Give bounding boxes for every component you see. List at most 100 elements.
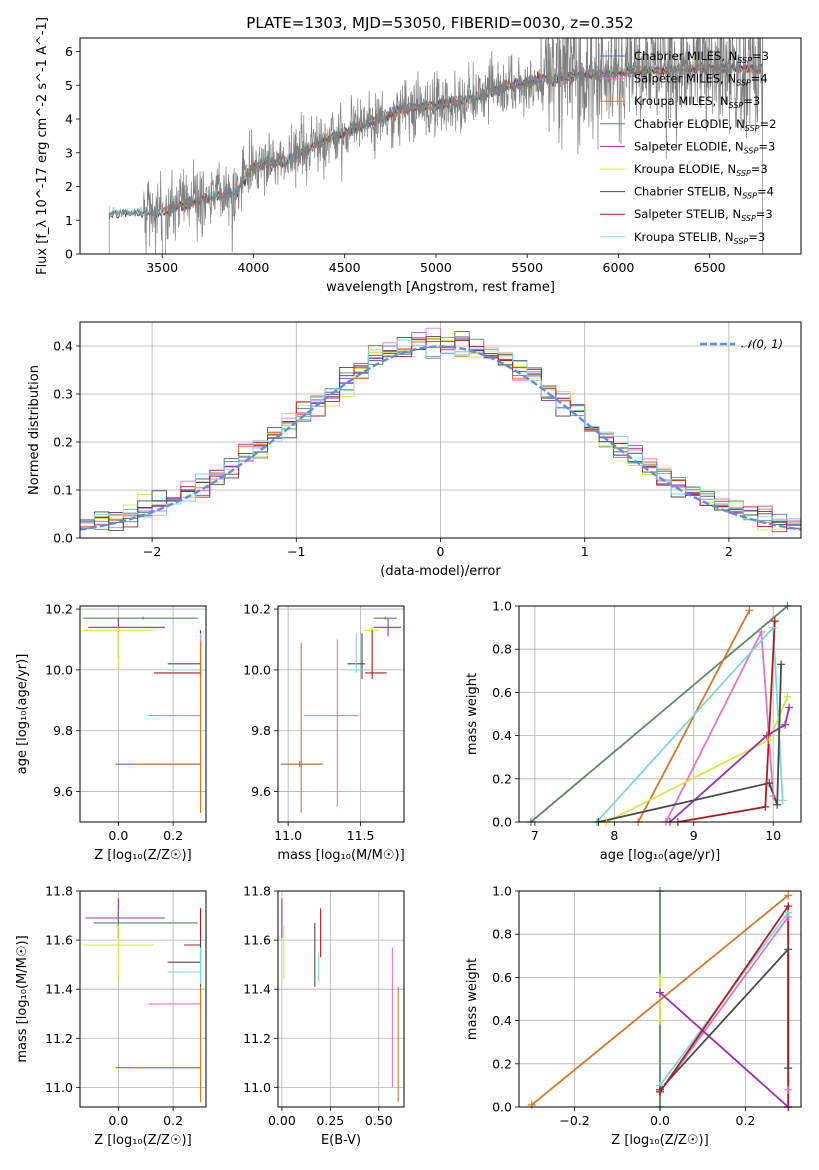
- legend-label-text: Salpeter STELIB, N: [634, 207, 741, 221]
- legend-label: Kroupa MILES, NSSP=3: [634, 94, 760, 110]
- y-tick-label: 1: [65, 213, 73, 228]
- weight-line-salpeter-stelib: [677, 621, 776, 822]
- y-tick-label: 11.8: [243, 884, 271, 899]
- x-axis-label: Z [log₁₀(Z/Z☉)]: [94, 848, 191, 863]
- y-tick-label: 0.8: [492, 927, 512, 942]
- y-tick-label: 11.2: [243, 1031, 271, 1046]
- y-tick-label: 0.4: [53, 339, 73, 354]
- weight-line-salpeter-stelib: [659, 903, 790, 1107]
- weight-marker: [784, 1085, 793, 1094]
- legend-label: Kroupa STELIB, NSSP=3: [634, 230, 765, 246]
- y-tick-label: 9.8: [53, 723, 73, 738]
- y-tick-label: 0.0: [492, 1100, 512, 1115]
- spectrum-panel: 3500 4000 4500 5000 5500 6000 6500 0 1 2 3 4 5 6 wavel…: [35, 17, 802, 295]
- axes-frame: [79, 37, 802, 255]
- y-tick-label: 11.2: [45, 1031, 73, 1046]
- weight-marker: [656, 1016, 664, 1025]
- x-axis-label: wavelength [Angstrom, rest frame]: [326, 280, 555, 295]
- errorbar-point: [167, 947, 202, 985]
- plot-area: [531, 891, 790, 1107]
- weight-marker: [781, 720, 790, 729]
- plot-area: [108, 38, 764, 254]
- weight-marker: [785, 703, 794, 712]
- x-tick-label: −0.2: [559, 1113, 589, 1128]
- y-tick-label: 0: [65, 247, 73, 262]
- age-metallicity-panel: 0.0 0.2 9.6 9.8 10.0 10.2 Z [log₁₀(Z/Z☉)] age […: [15, 602, 207, 863]
- weight-line-chabrier-stelib: [659, 946, 790, 1091]
- legend-label-value: =3: [743, 94, 760, 108]
- x-tick-label: −1: [287, 544, 305, 559]
- axes-frame: [79, 890, 207, 1108]
- legend-label: 𝒩(0, 1): [741, 337, 783, 351]
- axes-frame: [277, 890, 405, 1108]
- x-tick-label: 0.00: [268, 1113, 296, 1128]
- y-tick-label: 0.8: [492, 642, 512, 657]
- y-tick-label: 1.0: [492, 884, 512, 899]
- legend-label-text: Chabrier ELODIE, N: [634, 117, 745, 131]
- x-tick-label: 0.25: [316, 1113, 344, 1128]
- legend-label-text: Chabrier STELIB, N: [634, 185, 742, 199]
- legend-label-sub: SSP: [742, 192, 757, 201]
- errorbar-point: [93, 910, 198, 938]
- x-tick-label: 3500: [146, 260, 178, 275]
- y-tick-label: 0.4: [492, 1013, 512, 1028]
- x-tick-label: 0.0: [108, 828, 128, 843]
- y-tick-label: 11.0: [243, 1080, 271, 1095]
- errorbar-point: [167, 633, 202, 680]
- errorbar-point: [364, 630, 387, 680]
- weight-marker: [656, 973, 664, 982]
- x-tick-label: 6000: [603, 260, 635, 275]
- legend-label-text: Chabrier MILES, N: [634, 49, 737, 63]
- errorbar-point: [132, 986, 202, 1103]
- weight-marker: [757, 627, 766, 636]
- weight-marker: [778, 796, 787, 805]
- weight-marker: [784, 945, 793, 954]
- errorbar-point: [82, 616, 198, 620]
- legend-label: Chabrier STELIB, NSSP=4: [634, 185, 774, 201]
- mass-metallicity-panel: 0.0 0.2 11.0 11.2 11.4 11.6 11.8 Z [log₁₀(Z/Z☉)…: [15, 884, 207, 1148]
- errorbar-point: [348, 633, 371, 673]
- y-tick-label: 0.1: [53, 483, 73, 498]
- legend-label-text: Kroupa STELIB, N: [634, 230, 734, 244]
- weight-marker: [745, 606, 754, 615]
- weight-marker: [656, 988, 664, 997]
- y-tick-label: 5: [65, 78, 73, 93]
- y-tick-label: 0.2: [53, 435, 73, 450]
- weight-age-panel: 7 8 9 10 0.0 0.2 0.4 0.6 0.8 1.0 age [log₁₀(age/yr…: [465, 599, 802, 863]
- y-tick-label: 2: [65, 179, 73, 194]
- weight-line-salpeter-elodie: [659, 991, 789, 1107]
- legend-label-value: =4: [751, 72, 768, 86]
- errorbar-point: [148, 639, 202, 807]
- weight-marker: [777, 660, 786, 669]
- x-tick-label: 0.0: [650, 1113, 670, 1128]
- x-tick-label: 4500: [329, 260, 361, 275]
- weight-marker: [656, 1087, 664, 1096]
- legend-label-sub: SSP: [737, 56, 752, 65]
- errorbar-point: [304, 639, 360, 807]
- y-tick-label: 0.6: [492, 970, 512, 985]
- y-tick-label: 10.2: [45, 602, 73, 617]
- legend-label: Chabrier MILES, NSSP=3: [634, 49, 769, 65]
- legend-label-sub: SSP: [745, 124, 760, 133]
- plot-area: [82, 898, 202, 1103]
- weight-metallicity-panel: −0.2 0.0 0.2 0.0 0.2 0.4 0.6 0.8 1.0 Z [log₁₀(Z/Z…: [465, 884, 802, 1148]
- weight-marker: [765, 735, 774, 744]
- x-tick-label: 5500: [511, 260, 543, 275]
- x-axis-label: Z [log₁₀(Z/Z☉)]: [611, 1133, 708, 1148]
- errorbar-point: [167, 633, 202, 673]
- x-tick-label: 10: [765, 828, 781, 843]
- y-tick-label: 9.8: [251, 723, 271, 738]
- plot-area: [280, 616, 402, 813]
- y-axis-label: mass weight: [465, 958, 480, 1040]
- y-tick-label: 10.0: [45, 662, 73, 677]
- weight-marker: [783, 692, 792, 701]
- y-tick-label: 11.8: [45, 884, 73, 899]
- y-axis-label: mass [log₁₀(M/M☉)]: [15, 935, 30, 1062]
- y-tick-label: 10.2: [243, 602, 271, 617]
- y-tick-label: 11.4: [243, 982, 271, 997]
- mass-ebv-panel: 0.00 0.25 0.50 11.0 11.2 11.4 11.6 11.8 E(B-V): [243, 884, 405, 1148]
- x-tick-label: 0.2: [163, 1113, 183, 1128]
- legend-label-text: Kroupa ELODIE, N: [634, 162, 736, 176]
